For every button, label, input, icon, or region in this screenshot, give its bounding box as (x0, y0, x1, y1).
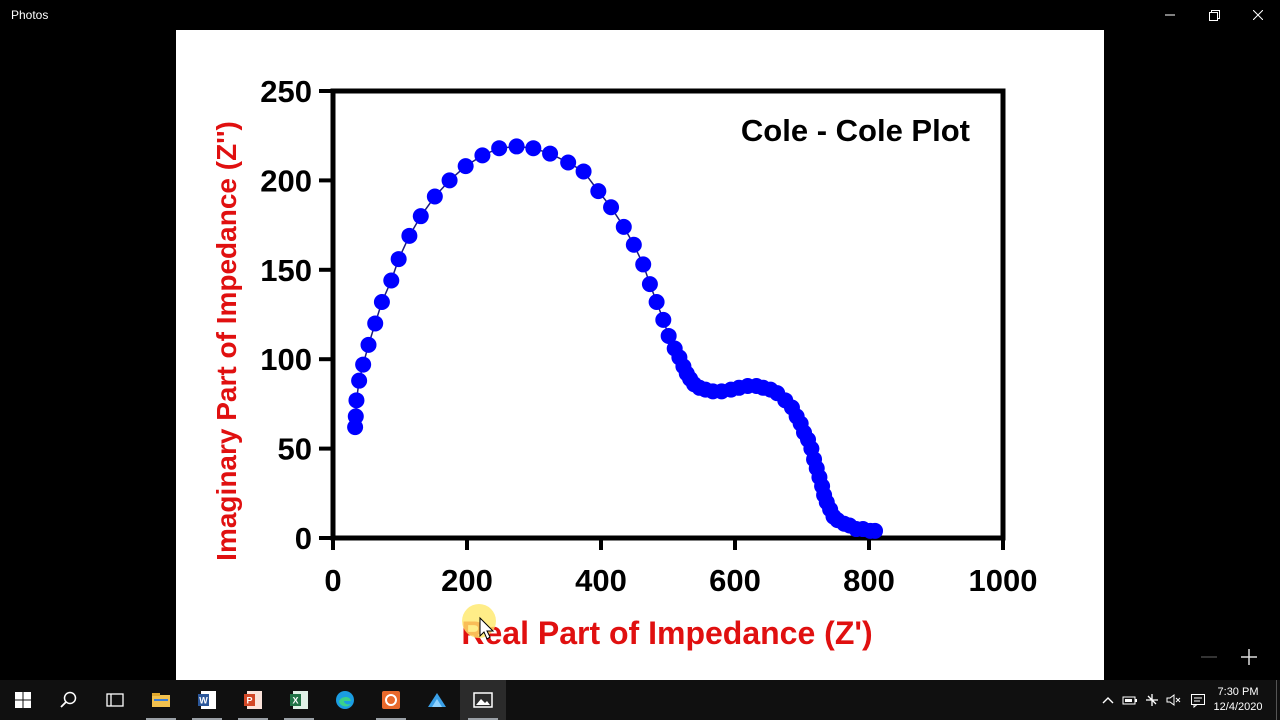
y-axis-label: Imaginary Part of Impedance (Z'') (211, 121, 242, 561)
data-point (373, 293, 390, 310)
data-point (474, 147, 491, 164)
zoom-out-icon (1201, 656, 1217, 658)
data-point (491, 140, 508, 157)
excel-icon: X (290, 691, 308, 709)
data-point (390, 251, 407, 268)
y-tick-label: 50 (278, 432, 312, 467)
data-point (347, 408, 364, 425)
data-point (625, 236, 642, 253)
data-point (426, 188, 443, 205)
close-button[interactable] (1236, 0, 1280, 30)
show-desktop-button[interactable] (1276, 680, 1280, 720)
search-button[interactable] (46, 680, 92, 720)
search-icon (60, 691, 77, 708)
clock[interactable]: 7:30 PM 12/4/2020 (1212, 685, 1264, 715)
photo-viewer[interactable]: Imaginary Part of Impedance (Z'') Real P… (0, 30, 1280, 682)
restore-button[interactable] (1192, 0, 1236, 30)
presentation-app-icon (382, 691, 400, 709)
data-point (355, 356, 372, 373)
app-title: Photos (11, 8, 49, 22)
mouse-cursor-icon (479, 616, 495, 640)
data-point (348, 392, 365, 409)
data-point (360, 336, 377, 353)
data-point (560, 154, 577, 171)
chevron-up-icon[interactable] (1100, 692, 1116, 708)
notification-icon[interactable] (1190, 692, 1206, 708)
svg-text:W: W (199, 696, 208, 706)
x-tick-label: 0 (324, 563, 341, 598)
photos-icon (473, 692, 493, 708)
network-icon[interactable] (1144, 692, 1160, 708)
close-icon (1253, 10, 1263, 20)
x-axis-label: Real Part of Impedance (Z') (461, 615, 872, 651)
taskbar-word[interactable]: W (184, 680, 230, 720)
data-point (367, 315, 384, 332)
zoom-out-button[interactable] (1198, 646, 1220, 668)
data-point (542, 145, 559, 162)
plot-frame (330, 88, 1006, 541)
x-tick-label: 200 (441, 563, 493, 598)
taskbar-photos[interactable] (460, 680, 506, 720)
data-point (635, 256, 652, 273)
chart-title: Cole - Cole Plot (741, 113, 970, 148)
word-icon: W (198, 691, 216, 709)
data-point (615, 218, 632, 235)
data-point (603, 199, 620, 216)
y-tick-label: 200 (260, 163, 312, 198)
data-point (441, 172, 458, 189)
taskbar-file-explorer[interactable] (138, 680, 184, 720)
y-tick-label: 150 (260, 253, 312, 288)
taskbar-powerpoint[interactable]: P (230, 680, 276, 720)
displayed-image: Imaginary Part of Impedance (Z'') Real P… (176, 30, 1104, 682)
data-point (401, 227, 418, 244)
taskbar-app[interactable] (414, 680, 460, 720)
start-button[interactable] (0, 680, 46, 720)
data-point (412, 208, 429, 225)
clock-date: 12/4/2020 (1213, 701, 1263, 713)
minimize-button[interactable] (1148, 0, 1192, 30)
zoom-in-button[interactable] (1238, 646, 1260, 668)
data-point (457, 158, 474, 175)
edge-icon (336, 691, 354, 709)
data-point (867, 522, 884, 539)
taskbar-presentation-app[interactable] (368, 680, 414, 720)
data-point (655, 311, 672, 328)
data-point (575, 163, 592, 180)
file-explorer-icon (152, 693, 170, 707)
title-bar: Photos (0, 0, 1280, 30)
zoom-in-icon (1241, 649, 1257, 665)
y-tick-label: 0 (295, 521, 312, 556)
task-view-icon (106, 693, 124, 707)
y-tick-label: 250 (260, 74, 312, 109)
taskbar-edge[interactable] (322, 680, 368, 720)
taskbar: W P X 7:30 PM 12/4/2020 (0, 680, 1280, 720)
restore-icon (1209, 10, 1220, 21)
start-icon (15, 692, 31, 708)
data-point (525, 140, 542, 157)
x-tick-label: 1000 (969, 563, 1038, 598)
data-point (383, 272, 400, 289)
y-tick-label: 100 (260, 342, 312, 377)
data-point (641, 276, 658, 293)
svg-text:X: X (292, 696, 298, 706)
data-point (648, 293, 665, 310)
powerpoint-icon: P (244, 691, 262, 709)
cole-cole-chart: Imaginary Part of Impedance (Z'') Real P… (211, 74, 1038, 651)
volume-muted-icon[interactable] (1166, 692, 1182, 708)
data-point (508, 138, 525, 155)
taskbar-excel[interactable]: X (276, 680, 322, 720)
x-tick-label: 800 (843, 563, 895, 598)
data-point (660, 327, 677, 344)
cursor-highlight (462, 604, 496, 638)
data-point (351, 372, 368, 389)
x-tick-label: 600 (709, 563, 761, 598)
app-icon (428, 693, 446, 707)
task-view-button[interactable] (92, 680, 138, 720)
clock-time: 7:30 PM (1217, 686, 1259, 698)
battery-icon[interactable] (1122, 692, 1138, 708)
minimize-icon (1165, 14, 1175, 16)
data-point (590, 183, 607, 200)
svg-text:P: P (246, 696, 252, 706)
x-tick-label: 400 (575, 563, 627, 598)
